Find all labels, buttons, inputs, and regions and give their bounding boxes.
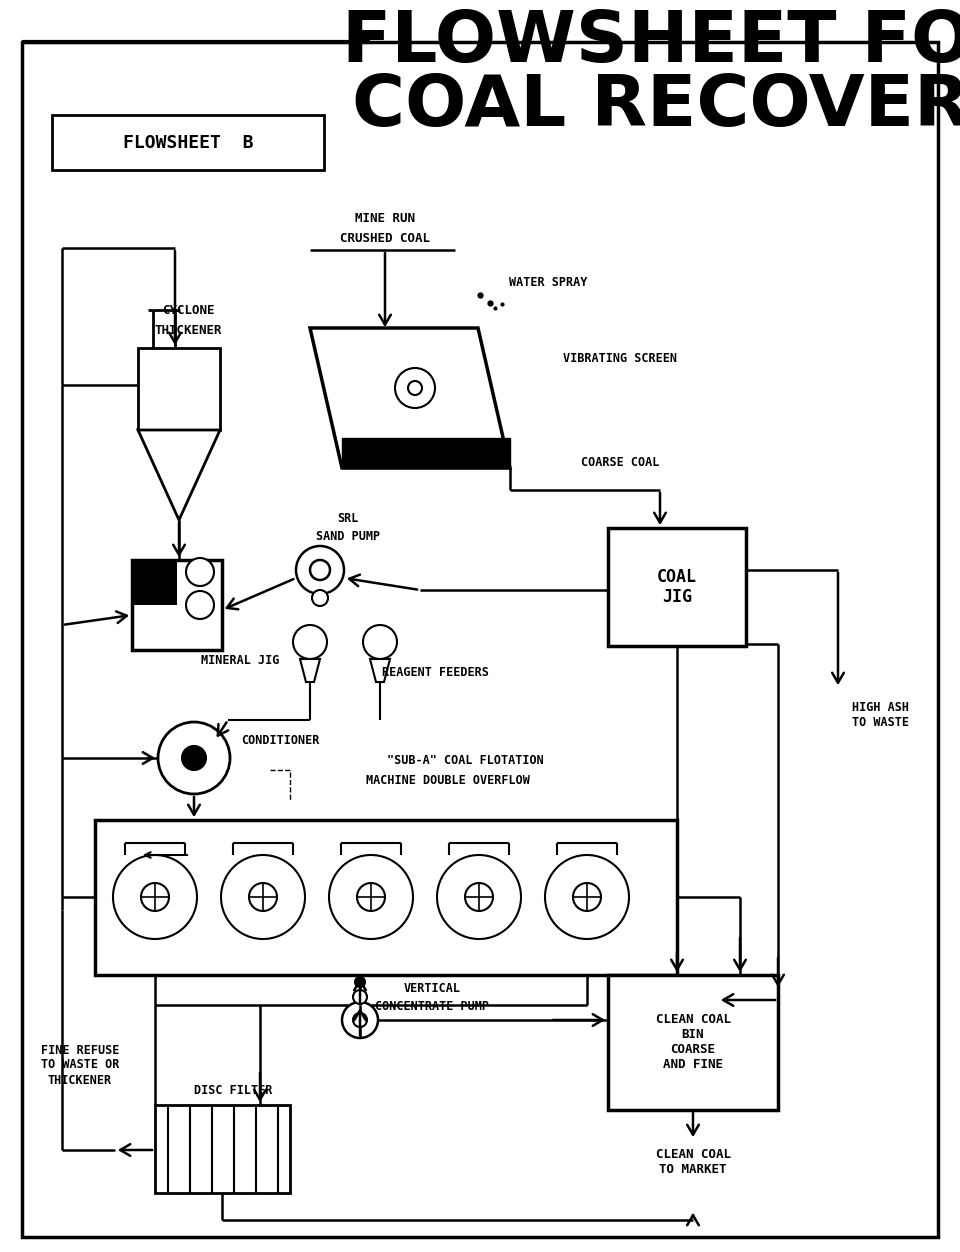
- Text: DISC FILTER: DISC FILTER: [194, 1083, 273, 1097]
- Bar: [132, 560, 222, 650]
- Circle shape: [293, 625, 327, 659]
- Polygon shape: [370, 659, 390, 682]
- Circle shape: [296, 546, 344, 593]
- Polygon shape: [132, 560, 177, 605]
- Bar: [95, 820, 677, 975]
- Text: COAL
JIG: COAL JIG: [657, 567, 697, 606]
- Circle shape: [186, 558, 214, 586]
- Bar: [52, 115, 324, 170]
- Text: CYCLONE: CYCLONE: [161, 303, 214, 317]
- Circle shape: [573, 883, 601, 911]
- Text: MACHINE DOUBLE OVERFLOW: MACHINE DOUBLE OVERFLOW: [366, 774, 530, 786]
- Circle shape: [363, 625, 397, 659]
- Circle shape: [182, 746, 206, 770]
- Circle shape: [141, 883, 169, 911]
- Circle shape: [357, 883, 385, 911]
- Circle shape: [329, 855, 413, 939]
- Polygon shape: [310, 328, 510, 468]
- Text: CLEAN COAL
TO MARKET: CLEAN COAL TO MARKET: [656, 1148, 731, 1176]
- Circle shape: [545, 855, 629, 939]
- Text: VIBRATING SCREEN: VIBRATING SCREEN: [563, 352, 677, 364]
- Text: MINE RUN: MINE RUN: [355, 212, 415, 224]
- Text: FINE REFUSE
TO WASTE OR
THICKENER: FINE REFUSE TO WASTE OR THICKENER: [41, 1043, 119, 1087]
- Text: MINERAL JIG: MINERAL JIG: [201, 654, 279, 666]
- Text: WATER SPRAY: WATER SPRAY: [509, 275, 588, 288]
- Circle shape: [353, 1013, 367, 1027]
- Text: "SUB-A" COAL FLOTATION: "SUB-A" COAL FLOTATION: [387, 754, 543, 766]
- Circle shape: [465, 883, 493, 911]
- Text: VERTICAL: VERTICAL: [403, 982, 461, 994]
- Text: CONCENTRATE PUMP: CONCENTRATE PUMP: [375, 999, 489, 1013]
- Polygon shape: [138, 429, 220, 520]
- Circle shape: [221, 855, 305, 939]
- Circle shape: [249, 883, 277, 911]
- Circle shape: [312, 590, 328, 606]
- Bar: [608, 975, 778, 1111]
- Text: FLOWSHEET FOR: FLOWSHEET FOR: [342, 8, 960, 78]
- Text: CLEAN COAL
BIN
COARSE
AND FINE: CLEAN COAL BIN COARSE AND FINE: [656, 1013, 731, 1070]
- Bar: [608, 528, 746, 646]
- Circle shape: [310, 560, 330, 580]
- Text: COAL RECOVERY: COAL RECOVERY: [352, 73, 960, 141]
- Circle shape: [158, 722, 230, 794]
- Bar: [155, 1106, 290, 1193]
- Text: COARSE COAL: COARSE COAL: [581, 456, 660, 468]
- Text: CONDITIONER: CONDITIONER: [241, 734, 319, 746]
- Circle shape: [342, 1002, 378, 1038]
- Circle shape: [353, 990, 367, 1004]
- Text: SRL: SRL: [337, 512, 359, 525]
- Polygon shape: [342, 438, 510, 468]
- Bar: [138, 348, 220, 429]
- Circle shape: [395, 368, 435, 408]
- Circle shape: [113, 855, 197, 939]
- Circle shape: [408, 381, 422, 394]
- Circle shape: [186, 591, 214, 618]
- Text: CRUSHED COAL: CRUSHED COAL: [340, 232, 430, 244]
- Polygon shape: [300, 659, 320, 682]
- Text: THICKENER: THICKENER: [155, 323, 222, 337]
- Text: HIGH ASH
TO WASTE: HIGH ASH TO WASTE: [852, 701, 909, 729]
- Text: SAND PUMP: SAND PUMP: [316, 531, 380, 543]
- Circle shape: [437, 855, 521, 939]
- Text: FLOWSHEET  B: FLOWSHEET B: [123, 134, 253, 151]
- Text: REAGENT FEEDERS: REAGENT FEEDERS: [381, 666, 489, 679]
- Circle shape: [355, 977, 365, 987]
